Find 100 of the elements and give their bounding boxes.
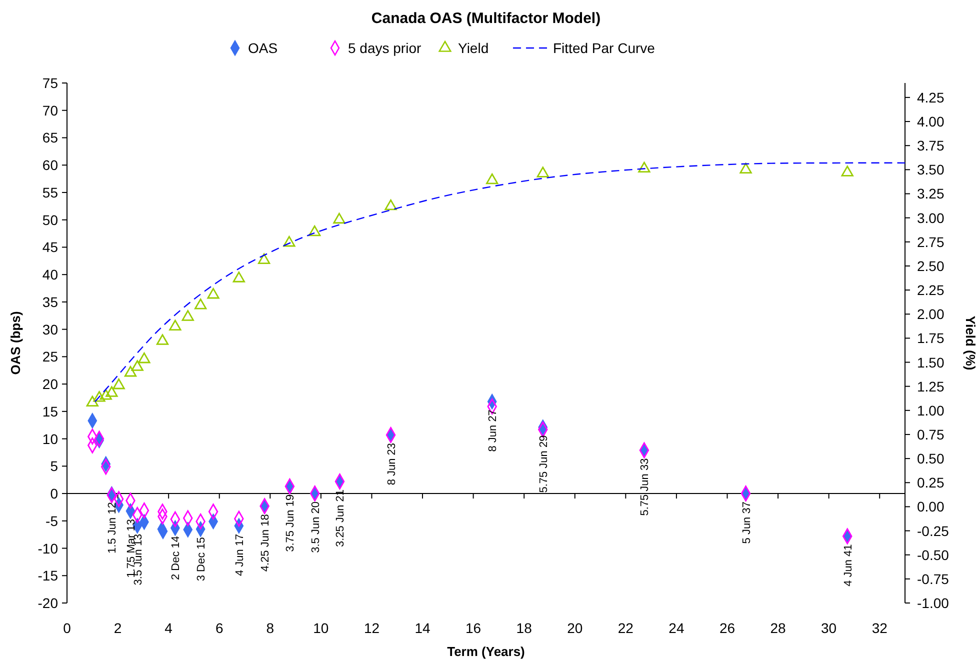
x-tick-label: 16	[466, 620, 482, 636]
annotation: 3.75 Jun 19	[284, 494, 297, 552]
x-tick-label: 14	[414, 620, 431, 636]
annotation: 3 Dec 15	[196, 537, 208, 582]
point	[106, 386, 118, 397]
chart-title: Canada OAS (Multifactor Model)	[371, 10, 601, 27]
y-tick-label: -20	[38, 595, 58, 611]
y-tick-label: 20	[42, 376, 58, 392]
y2-tick-label: -1.00	[917, 595, 950, 611]
y-tick-label: 25	[42, 348, 58, 365]
point	[124, 366, 137, 377]
y2-tick-label: -0.25	[917, 522, 950, 539]
y-tick-label: 40	[42, 266, 58, 283]
point	[486, 173, 498, 184]
annotation: 8 Jun 27	[487, 410, 500, 452]
x-axis-title: Term (Years)	[447, 644, 525, 659]
y-tick-label: -15	[38, 568, 58, 584]
point	[536, 166, 549, 178]
legend-label: OAS	[248, 40, 278, 56]
y-tick-label: 15	[42, 403, 58, 420]
y2-tick-label: 2.75	[917, 234, 944, 250]
annotation: 3.5 Jun 20	[310, 502, 322, 553]
x-tick-label: 8	[266, 620, 274, 636]
annotation: 5.75 Jun 29	[538, 435, 550, 493]
y2-tick-label: 1.50	[917, 354, 944, 370]
point	[740, 162, 752, 174]
annotation: 1.5 Jun 12	[106, 502, 119, 554]
y-tick-label: 50	[42, 212, 58, 228]
y2-tick-label: 2.25	[917, 282, 944, 298]
y2-tick-label: 0.00	[917, 498, 944, 515]
point	[207, 288, 220, 299]
point	[182, 310, 194, 321]
y-tick-label: 65	[42, 130, 58, 146]
point	[112, 378, 125, 390]
point	[384, 199, 397, 210]
y2-tick-label: 1.75	[917, 330, 944, 346]
point	[86, 396, 98, 407]
y2-tick-label: -0.50	[917, 546, 950, 563]
y2-tick-label: 3.00	[917, 210, 944, 226]
y2-tick-label: 1.25	[917, 378, 944, 394]
point	[131, 360, 144, 371]
y-tick-label: -5	[46, 512, 58, 529]
point	[638, 162, 650, 173]
point	[100, 389, 112, 400]
point	[333, 212, 346, 224]
x-tick-label: 24	[668, 620, 684, 636]
x-tick-label: 10	[313, 620, 329, 636]
y2-tick-label: 0.75	[917, 426, 944, 442]
y2-axis-title: Yield (%)	[963, 316, 976, 370]
y2-tick-label: 3.75	[917, 138, 944, 154]
point	[308, 225, 321, 236]
legend-label: Yield	[458, 40, 489, 56]
annotation: 4 Jun 17	[234, 534, 246, 576]
point	[232, 272, 245, 282]
x-tick-label: 12	[364, 620, 380, 636]
point	[841, 166, 854, 176]
y-tick-label: 70	[42, 102, 58, 118]
y2-tick-label: 0.50	[917, 450, 944, 467]
x-tick-label: 20	[567, 620, 583, 636]
y2-tick-label: 4.00	[917, 114, 944, 130]
x-tick-label: 6	[215, 620, 224, 636]
x-tick-label: 0	[63, 620, 72, 636]
y2-tick-label: 0.25	[917, 474, 944, 491]
y-tick-label: 45	[42, 239, 58, 256]
x-tick-label: 18	[516, 620, 532, 636]
y2-tick-label: 2.50	[917, 258, 944, 274]
y2-tick-label: -0.75	[917, 570, 950, 587]
x-tick-label: 2	[114, 620, 122, 636]
y-tick-label: 35	[42, 294, 58, 310]
x-tick-label: 32	[872, 620, 888, 636]
y-axis-title: OAS (bps)	[8, 311, 23, 375]
y2-tick-label: 4.25	[917, 89, 944, 106]
x-tick-label: 4	[164, 620, 173, 636]
y2-tick-label: 3.25	[917, 186, 944, 202]
y-tick-label: 75	[42, 75, 58, 91]
annotation: 5.75 Jun 33	[639, 458, 652, 516]
point	[156, 334, 169, 345]
x-tick-label: 30	[821, 620, 837, 636]
x-tick-label: 26	[719, 620, 736, 636]
point	[194, 298, 207, 310]
x-tick-label: 28	[770, 620, 786, 636]
y-tick-label: 30	[42, 321, 58, 338]
y-tick-label: -10	[38, 540, 58, 556]
y-tick-label: 10	[42, 430, 58, 447]
y2-tick-label: 2.00	[917, 306, 944, 322]
y2-tick-label: 1.00	[917, 402, 944, 418]
point	[258, 253, 270, 264]
y-tick-label: 55	[42, 184, 58, 200]
x-tick-label: 22	[618, 620, 634, 636]
legend-label: Fitted Par Curve	[553, 40, 656, 56]
annotation: 8 Jun 23	[386, 442, 398, 486]
annotation: 2 Dec 14	[170, 536, 182, 580]
point	[93, 391, 106, 402]
point	[169, 320, 182, 330]
y-tick-label: 0	[50, 486, 58, 502]
point	[138, 352, 150, 364]
y-tick-label: 60	[42, 157, 58, 174]
annotation: 5 Jun 37	[740, 502, 753, 544]
legend-label: 5 days prior	[348, 40, 422, 56]
y2-tick-label: 3.50	[917, 162, 944, 178]
